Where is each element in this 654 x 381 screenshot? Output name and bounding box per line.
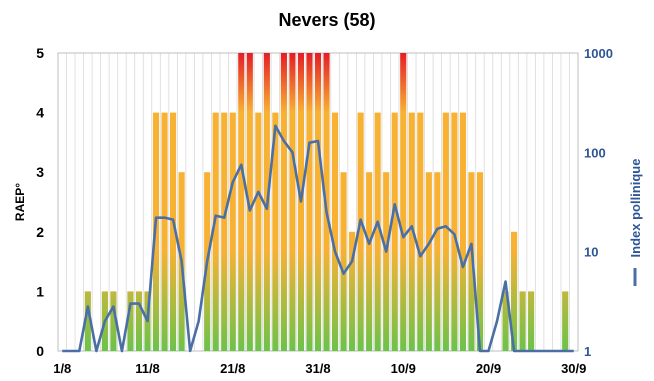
x-tick-label: 31/8 — [305, 361, 330, 376]
raep-bar — [289, 53, 296, 351]
raep-bar — [511, 231, 518, 351]
raep-bar — [391, 112, 398, 351]
raep-bar — [170, 112, 177, 351]
left-tick-label: 0 — [36, 343, 44, 359]
raep-bar — [459, 112, 466, 351]
x-tick-label: 30/9 — [561, 361, 586, 376]
raep-bar — [127, 291, 134, 351]
raep-bar — [84, 291, 91, 351]
left-tick-label: 4 — [36, 105, 44, 121]
raep-bar — [434, 172, 441, 351]
raep-bar — [306, 53, 313, 351]
pollen-index-line — [62, 124, 574, 353]
raep-bar — [340, 172, 347, 351]
raep-bar — [451, 112, 458, 351]
raep-bar — [246, 53, 253, 351]
right-tick-label: 10 — [584, 245, 598, 260]
raep-bar — [280, 53, 287, 351]
raep-bar — [272, 112, 279, 351]
right-axis-legend: Index pollinique — [628, 159, 643, 286]
raep-bar — [476, 172, 484, 351]
left-axis-label: RAEP° — [13, 183, 27, 221]
raep-bar — [221, 112, 228, 351]
right-axis-label: Index pollinique — [628, 159, 643, 258]
raep-bar — [442, 112, 449, 351]
raep-bar — [425, 172, 432, 351]
raep-bar — [502, 291, 509, 351]
raep-bar — [417, 112, 424, 351]
chart-title: Nevers (58) — [278, 10, 375, 30]
vertical-gridlines — [66, 53, 570, 351]
right-tick-label: 1000 — [584, 46, 613, 61]
raep-bar — [238, 53, 245, 351]
raep-bar — [468, 172, 475, 351]
raep-bar — [562, 291, 569, 351]
raep-bar — [135, 291, 143, 351]
raep-bar — [229, 112, 236, 351]
raep-bar — [366, 172, 373, 351]
raep-bar — [255, 112, 262, 351]
x-tick-label: 1/8 — [53, 361, 71, 376]
left-tick-label: 2 — [36, 224, 44, 240]
raep-bar — [212, 112, 219, 351]
left-axis-ticks: 0 1 2 3 4 5 — [36, 45, 44, 359]
right-tick-label: 1 — [584, 344, 591, 359]
x-tick-label: 10/9 — [391, 361, 416, 376]
raep-bar — [357, 112, 364, 351]
left-tick-label: 5 — [36, 45, 44, 61]
raep-bar — [161, 112, 168, 351]
raep-bar — [374, 112, 381, 351]
raep-bar — [519, 291, 526, 351]
x-tick-label: 11/8 — [135, 361, 160, 376]
raep-bar — [110, 291, 117, 351]
left-tick-label: 1 — [36, 283, 44, 299]
right-axis-ticks: 1 10 100 1000 — [584, 46, 613, 359]
left-tick-label: 3 — [36, 164, 44, 180]
raep-bar — [400, 53, 407, 351]
x-tick-label: 20/9 — [476, 361, 501, 376]
raep-bar — [408, 112, 415, 351]
x-axis-ticks: 1/8 11/8 21/8 31/8 10/9 20/9 30/9 — [53, 361, 586, 376]
raep-bar — [314, 53, 322, 351]
raep-bar — [331, 112, 339, 351]
raep-bar — [528, 291, 535, 351]
x-tick-label: 21/8 — [220, 361, 245, 376]
right-tick-label: 100 — [584, 145, 606, 160]
raep-bar — [383, 172, 390, 351]
raep-bar — [349, 231, 356, 351]
